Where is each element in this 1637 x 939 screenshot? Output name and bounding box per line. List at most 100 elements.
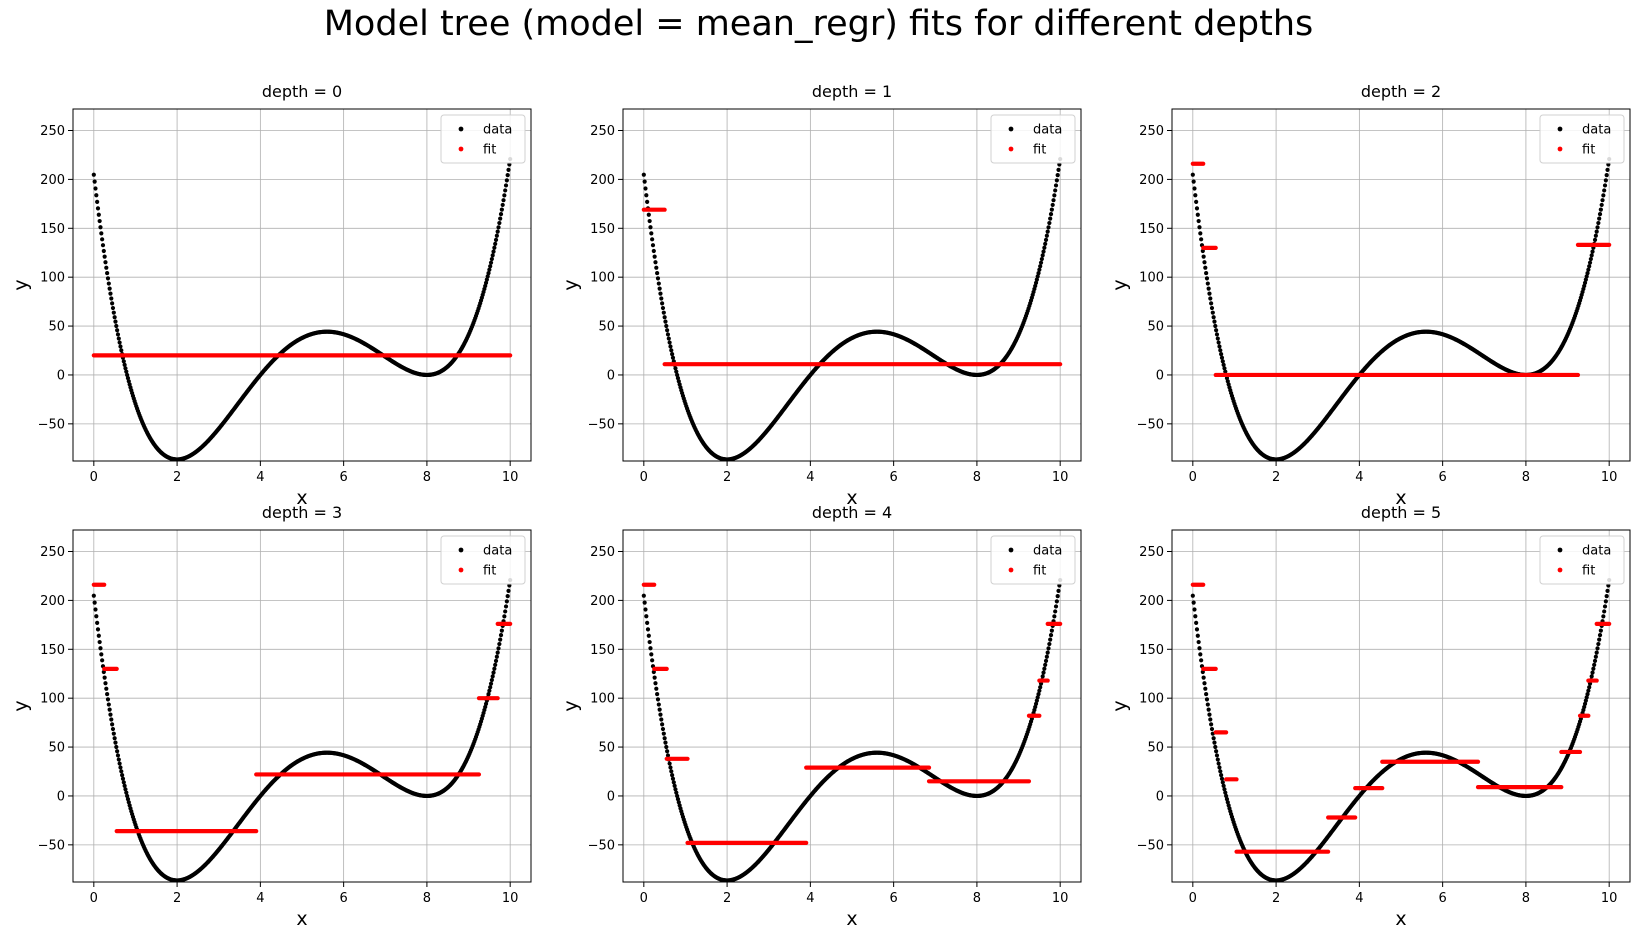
legend-marker-data [1008,126,1014,132]
x-tick-label: 4 [1355,891,1363,906]
data-point [667,761,672,766]
data-point [109,717,114,722]
axes-frame [72,108,532,462]
data-point [1048,212,1054,217]
x-tick-label: 2 [723,470,731,485]
data-point [493,662,498,667]
data-point [1040,674,1045,679]
data-point [1214,332,1220,337]
data-point [663,740,668,745]
data-point [1038,685,1043,690]
data-series [1190,577,1612,883]
data-point [1194,620,1199,625]
y-tick-label: 200 [40,594,65,609]
data-point [492,666,497,671]
data-point [649,652,654,657]
data-point [646,212,651,217]
data-point [1219,351,1224,357]
data-point [488,260,494,265]
data-point [661,310,666,315]
data-point [1222,787,1227,792]
data-point [667,340,672,345]
data-point [1204,697,1210,702]
data-point [1603,599,1608,604]
data-point [102,254,107,259]
x-tick-label: 6 [339,470,347,485]
data-point [1217,765,1222,770]
data-point [1048,633,1054,638]
data-point [659,717,664,722]
data-point [503,188,508,193]
data-point [498,633,504,638]
data-point [99,652,104,657]
data-point [1052,614,1057,619]
data-point [644,614,649,619]
data-point [1602,183,1608,188]
data-point [1209,726,1215,732]
legend-marker-fit [1557,146,1563,152]
data-point [668,765,673,770]
data-point [1582,280,1588,285]
data-point [1041,670,1046,675]
data-point [103,681,108,686]
data-point [1605,588,1610,593]
data-point [1205,702,1210,707]
data-point [1045,650,1050,655]
data-point [1196,639,1201,645]
y-tick-label: −50 [38,417,65,432]
data-point [115,332,121,337]
data-point [1592,662,1597,667]
y-tick-label: 50 [598,741,615,756]
data-point [1605,167,1610,172]
y-tick-label: 150 [1139,643,1164,658]
data-point [1034,277,1039,282]
legend-marker-data [1008,547,1014,553]
y-tick-label: 150 [1139,222,1164,237]
data-point [1215,336,1220,341]
data-point [659,296,664,301]
data-point [503,183,509,188]
panel-title: depth = 0 [262,82,342,101]
data-point [122,783,127,788]
data-point [675,372,680,378]
panel-3: 0 2 4 6 8 10 −50 0 50 100 150 200 250 depth = 3 x y data… [10,503,532,930]
y-tick-label: 200 [590,173,615,188]
data-point [1207,291,1212,296]
legend-label-fit: fit [483,143,496,158]
data-point [658,712,663,717]
x-tick-label: 6 [1438,470,1446,485]
x-tick-label: 4 [1355,470,1363,485]
x-tick-label: 4 [806,470,814,485]
data-point [1043,662,1048,667]
y-axis-label: y [1109,279,1131,290]
data-point [1209,305,1215,311]
data-series [1190,156,1612,462]
panel-1: 0 2 4 6 8 10 −50 0 50 100 150 200 250 depth = 1 x y data… [560,82,1082,509]
data-point [650,658,655,663]
data-point [498,216,503,221]
panel-2: 0 2 4 6 8 10 −50 0 50 100 150 200 250 depth = 2 x y data… [1109,82,1631,509]
y-tick-label: 100 [40,271,65,286]
data-point [98,646,103,651]
data-point [1192,186,1197,191]
data-point [1208,296,1213,301]
data-point [488,681,494,686]
data-point [504,178,509,183]
x-tick-label: 0 [90,470,98,485]
data-point [502,193,507,198]
data-point [496,646,501,651]
data-point [1585,270,1590,276]
y-tick-label: 250 [1139,124,1164,139]
y-axis-label: y [10,279,32,290]
y-tick-label: 250 [40,545,65,560]
data-point [669,348,674,353]
y-tick-label: −50 [38,838,65,853]
data-point [1192,607,1197,612]
data-point [110,726,116,732]
data-point [665,753,671,758]
data-point [96,633,101,638]
y-tick-label: 250 [590,545,615,560]
data-point [121,359,126,364]
data-point [1587,260,1593,265]
data-point [1213,323,1218,329]
